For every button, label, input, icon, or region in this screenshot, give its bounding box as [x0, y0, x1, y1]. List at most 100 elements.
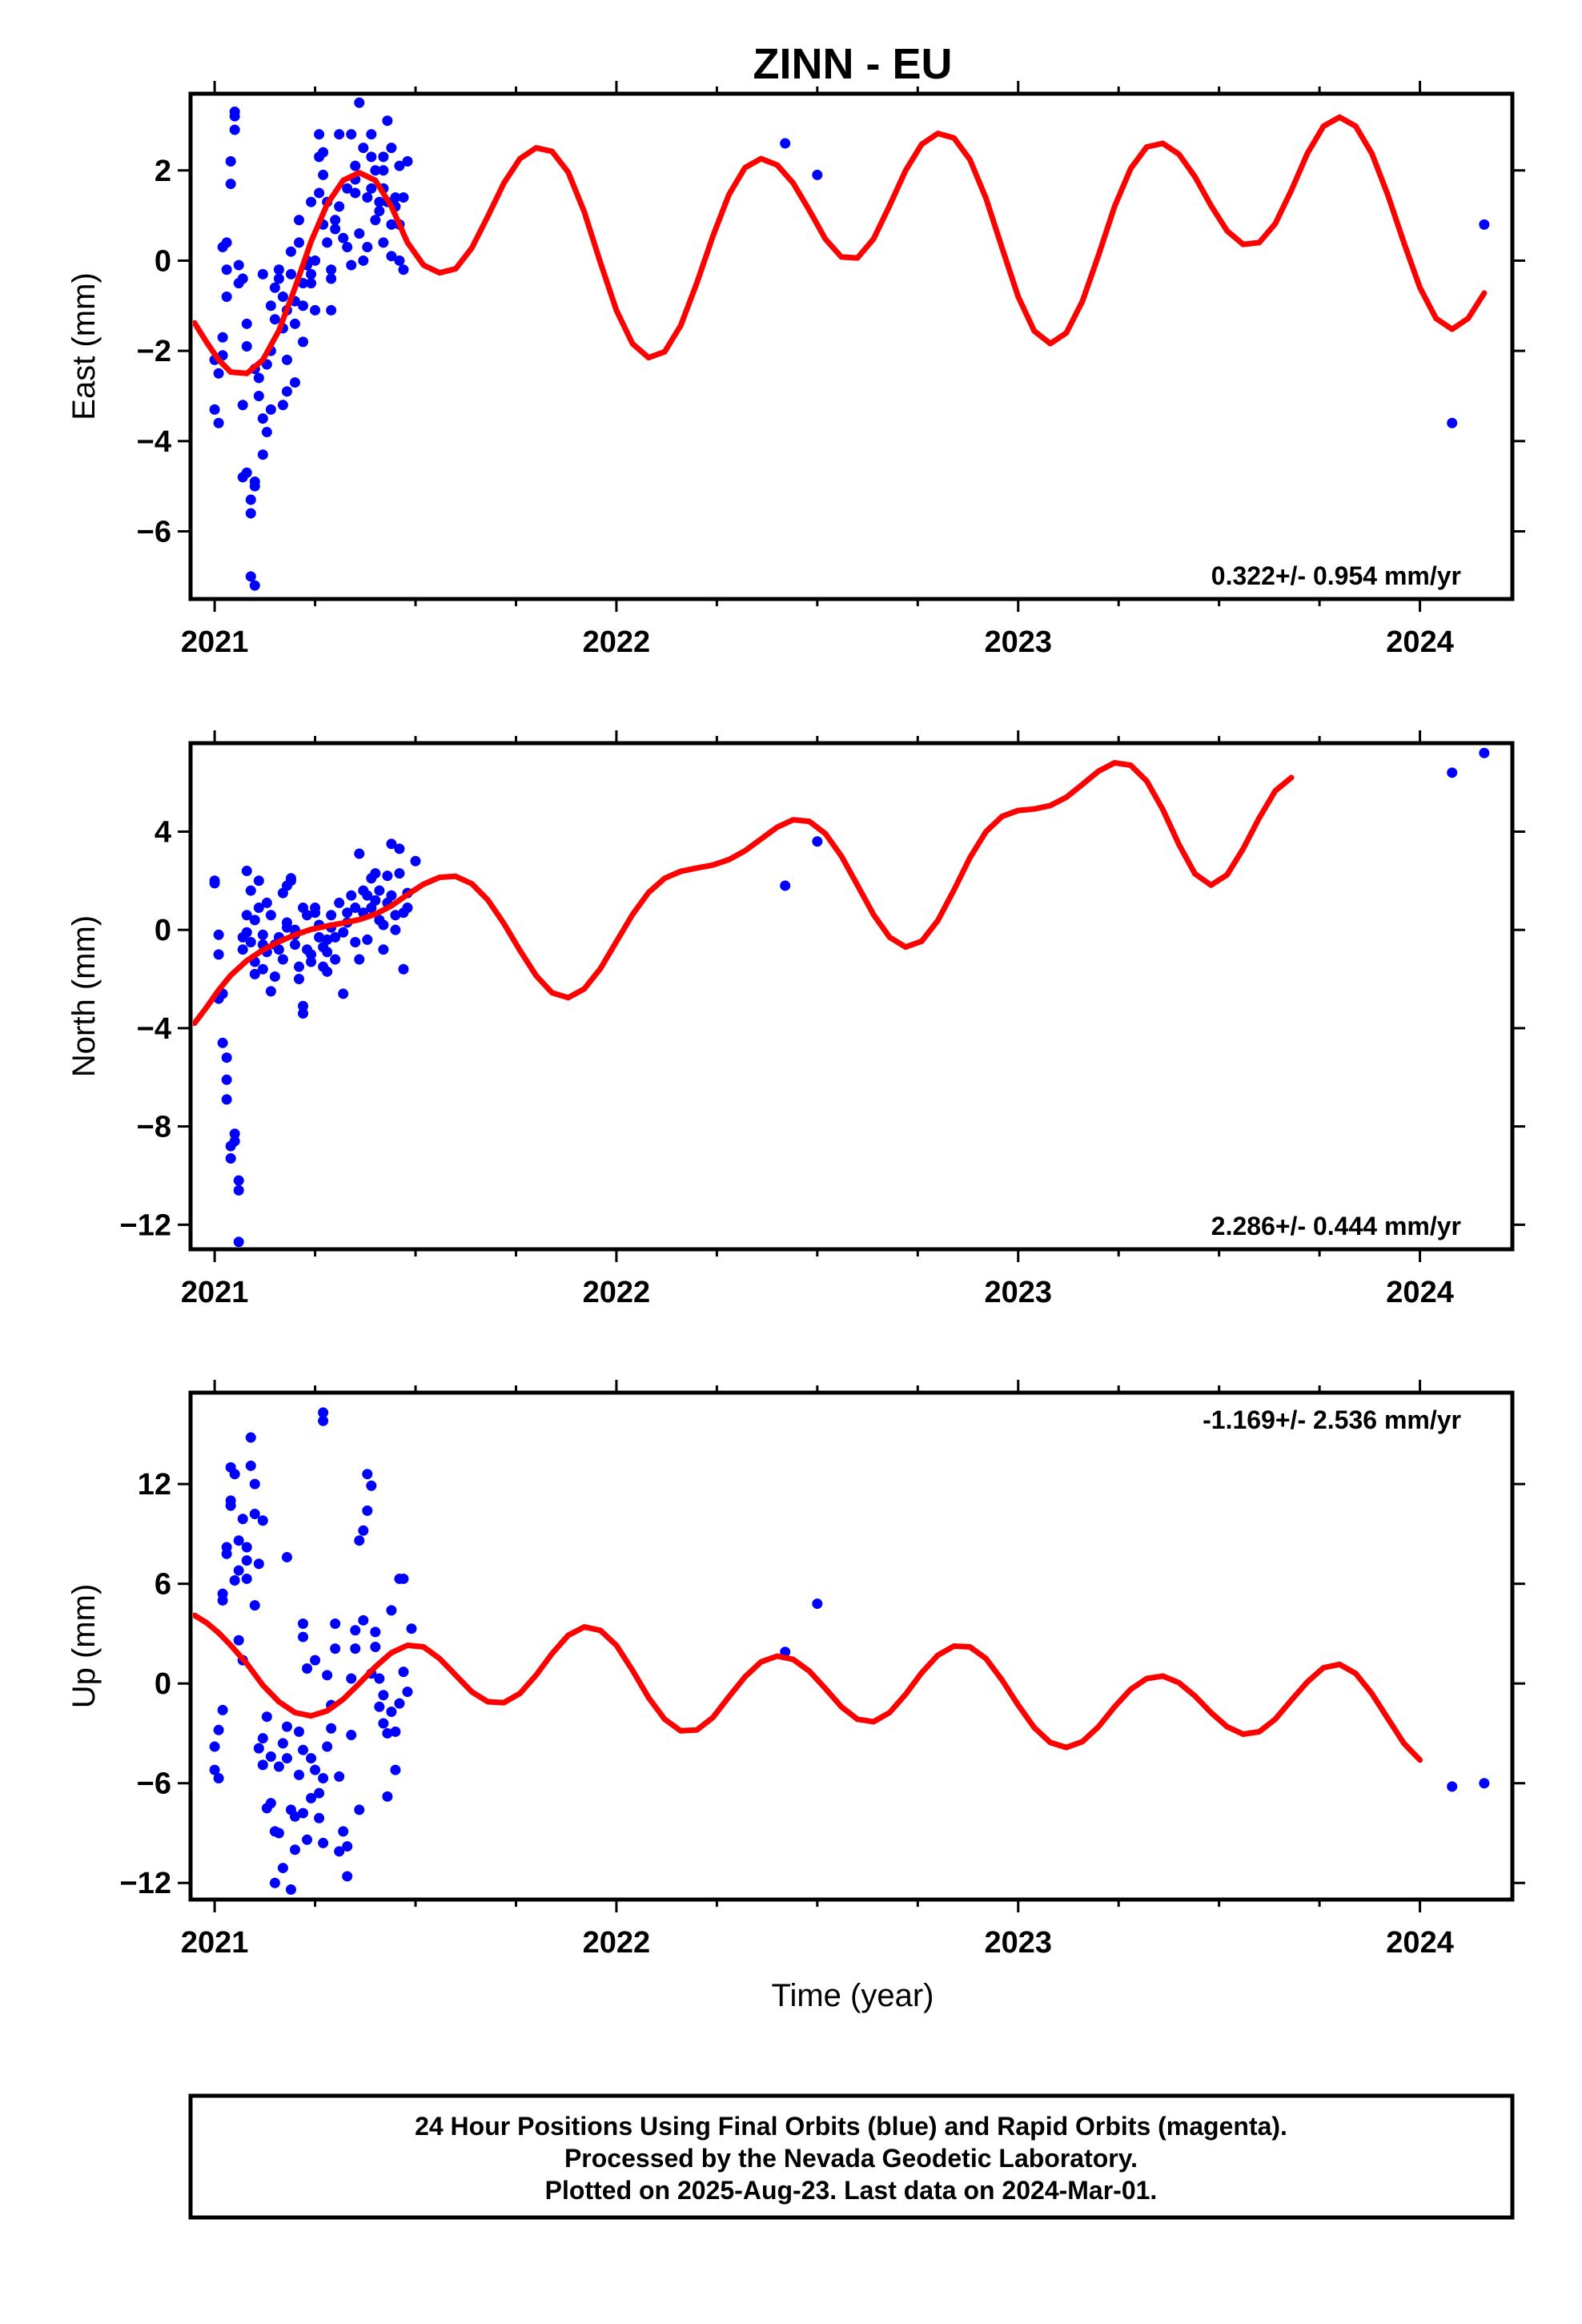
data-point	[812, 1598, 823, 1610]
data-point	[298, 1000, 309, 1011]
data-point	[390, 1726, 401, 1737]
data-point	[241, 910, 252, 921]
data-point	[366, 1480, 377, 1491]
y-axis-label: East (mm)	[66, 272, 102, 420]
velocity-label: 2.286+/- 0.444 mm/yr	[1211, 1212, 1461, 1240]
data-point	[1447, 1781, 1458, 1792]
data-point	[237, 1514, 248, 1525]
y-tick-label: −12	[120, 1208, 171, 1242]
data-point	[245, 937, 256, 948]
data-point	[221, 1094, 232, 1105]
data-point	[386, 838, 397, 850]
data-point	[209, 404, 220, 415]
data-point	[370, 215, 381, 226]
data-point	[354, 97, 365, 108]
data-point	[322, 237, 333, 248]
data-point	[289, 1844, 300, 1856]
data-point	[386, 219, 397, 230]
data-point	[257, 1733, 268, 1744]
data-point	[374, 1673, 385, 1684]
data-point	[281, 386, 292, 397]
y-tick-label: 0	[155, 244, 171, 278]
data-point	[346, 1673, 357, 1684]
data-point	[261, 1711, 272, 1723]
data-point	[402, 1687, 413, 1698]
data-point	[390, 1764, 401, 1775]
data-point	[221, 1542, 232, 1553]
data-point	[257, 449, 268, 460]
x-tick-label: 2021	[181, 625, 249, 659]
data-point	[338, 1826, 349, 1837]
data-point	[298, 1007, 309, 1019]
footer-frame	[188, 2093, 1515, 2220]
panels: 2021 2022 2023 2024 2 0 −2 −4 −6 East (mm) 0.322+/…	[66, 81, 1525, 1960]
data-point	[245, 571, 256, 582]
data-point	[338, 927, 349, 938]
data-point	[350, 903, 361, 914]
data-point	[281, 922, 292, 933]
data-point	[298, 1744, 309, 1755]
y-tick-label: 0	[155, 914, 171, 947]
data-point	[322, 1670, 333, 1681]
data-point	[253, 903, 264, 914]
data-point	[281, 1551, 292, 1562]
data-point	[217, 1037, 228, 1048]
data-point	[350, 1625, 361, 1636]
data-point	[318, 1415, 329, 1426]
data-point	[370, 895, 381, 906]
data-point	[382, 1791, 393, 1802]
data-point	[390, 924, 401, 935]
data-point	[780, 138, 791, 149]
data-point	[326, 273, 337, 284]
chart-title: ZINN - EU	[753, 40, 953, 88]
data-point	[249, 1478, 260, 1490]
data-point	[213, 1772, 224, 1783]
data-point	[237, 273, 248, 284]
panel-3: 2021 2022 2023 2024 12 6 0 −6 −12 Up (mm) -1.169+/…	[66, 1380, 1525, 1960]
data-point	[298, 1618, 309, 1629]
y-tick-label: 2	[155, 155, 171, 188]
data-point	[318, 147, 329, 158]
y-tick-label: −6	[137, 1767, 171, 1801]
data-point	[358, 1614, 369, 1626]
data-point	[265, 1798, 276, 1809]
data-point	[306, 1753, 317, 1764]
data-point	[346, 259, 357, 271]
data-point	[386, 143, 397, 154]
data-point	[358, 255, 369, 266]
data-point	[326, 304, 337, 316]
data-point	[378, 919, 389, 931]
footer-line-2: Processed by the Nevada Geodetic Laborat…	[564, 2144, 1138, 2173]
data-point	[293, 1769, 304, 1780]
data-point	[378, 1718, 389, 1729]
data-point	[253, 1743, 264, 1754]
data-point	[402, 156, 413, 167]
data-point	[334, 129, 345, 140]
data-point	[374, 885, 385, 896]
data-point	[354, 954, 365, 965]
data-point	[394, 843, 405, 854]
data-point	[229, 1136, 240, 1147]
x-tick-label: 2023	[984, 1926, 1052, 1960]
data-point	[362, 242, 373, 253]
data-point	[233, 1634, 244, 1646]
data-point	[265, 300, 276, 312]
data-point	[326, 910, 337, 921]
data-point	[213, 417, 224, 428]
data-point	[245, 885, 256, 896]
data-point	[233, 259, 244, 271]
data-point	[812, 836, 823, 847]
data-point	[390, 192, 401, 203]
data-point	[1447, 767, 1458, 778]
data-point	[354, 228, 365, 239]
data-point	[257, 413, 268, 424]
data-point	[217, 1704, 228, 1715]
data-point	[386, 1605, 397, 1616]
data-point	[330, 1618, 341, 1629]
plot-area	[193, 1407, 1490, 1896]
data-point	[213, 1724, 224, 1735]
data-point	[342, 907, 353, 919]
data-point	[330, 931, 341, 943]
data-point	[342, 242, 353, 253]
data-point	[390, 910, 401, 921]
